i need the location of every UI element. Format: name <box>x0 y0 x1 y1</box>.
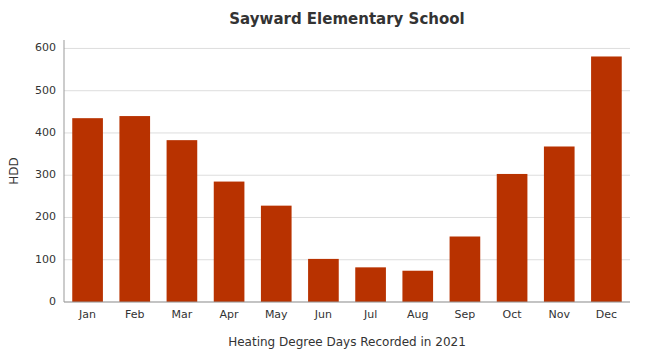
y-axis: 0 100 200 300 400 500 600 <box>35 41 56 308</box>
bar <box>591 56 622 302</box>
chart: 0 100 200 300 400 500 600 Jan Feb Mar Apr May Jun Jul… <box>0 0 650 360</box>
grid-line <box>64 48 630 49</box>
bar <box>214 182 245 302</box>
bar <box>167 140 198 302</box>
grid <box>64 48 630 302</box>
y-tick-label: 400 <box>35 126 56 139</box>
grid-line <box>64 90 630 91</box>
x-tick-label: Mar <box>172 308 193 321</box>
x-tick-label: May <box>265 308 288 321</box>
title: Sayward Elementary School <box>229 10 464 28</box>
bar <box>544 146 575 302</box>
x-tick-label: Feb <box>125 308 144 321</box>
bar <box>119 116 150 302</box>
y-tick-label: 600 <box>35 41 56 54</box>
bars <box>72 56 621 302</box>
bar <box>72 118 103 302</box>
bar <box>308 259 339 302</box>
y-tick-label: 300 <box>35 168 56 181</box>
y-axis-line <box>64 40 65 302</box>
chart-container: 0 100 200 300 400 500 600 Jan Feb Mar Apr May Jun Jul… <box>0 0 650 360</box>
bar <box>355 267 386 302</box>
x-tick-label: Jul <box>363 308 377 321</box>
x-tick-label: Oct <box>503 308 523 321</box>
x-axis-line <box>64 302 630 303</box>
bar <box>450 237 481 303</box>
x-tick-label: Aug <box>407 308 428 321</box>
x-tick-label: Dec <box>596 308 617 321</box>
x-tick-label: Sep <box>455 308 476 321</box>
grid-line <box>64 302 630 303</box>
x-tick-label: Apr <box>220 308 240 321</box>
x-axis: Jan Feb Mar Apr May Jun Jul Aug Sep Oct Nov Dec <box>78 308 617 321</box>
x-axis-label: Heating Degree Days Recorded in 2021 <box>228 335 466 349</box>
x-tick-label: Jun <box>314 308 332 321</box>
bar <box>261 206 292 302</box>
x-tick-label: Jan <box>78 308 96 321</box>
y-axis-label: HDD <box>7 157 21 185</box>
y-tick-label: 100 <box>35 253 56 266</box>
y-tick-label: 200 <box>35 210 56 223</box>
x-tick-label: Nov <box>549 308 571 321</box>
bar <box>402 271 433 302</box>
y-tick-label: 500 <box>35 84 56 97</box>
y-tick-label: 0 <box>49 295 56 308</box>
bar <box>497 174 528 302</box>
